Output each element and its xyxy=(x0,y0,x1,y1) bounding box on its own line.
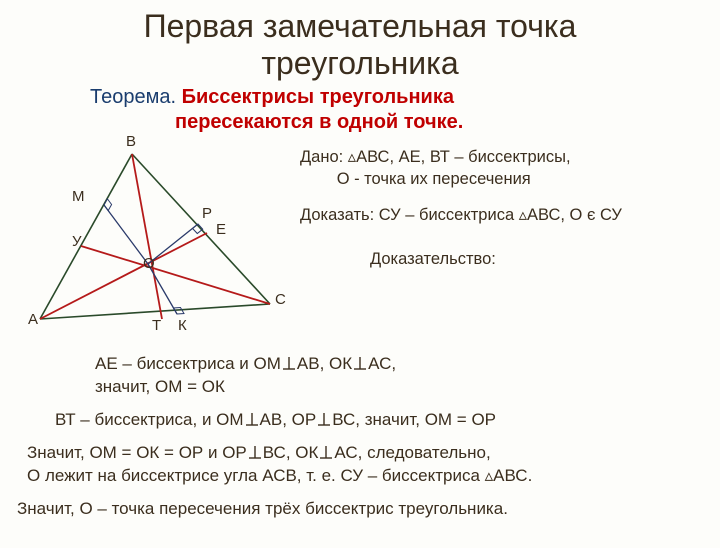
theorem-body-1: Биссектрисы треугольника xyxy=(182,86,454,108)
triangle-diagram: А В С О ЕР ТК М У xyxy=(20,134,290,334)
svg-text:А: А xyxy=(28,311,38,328)
svg-text:У: У xyxy=(72,233,82,250)
title-line-2: треугольника xyxy=(261,45,458,81)
svg-text:Р: Р xyxy=(202,205,212,222)
perp-icon xyxy=(281,355,297,371)
perp-icon xyxy=(247,444,263,460)
prove-text: Доказать: СУ – биссектриса ▵АВС, О є СУ xyxy=(300,204,710,226)
svg-text:К: К xyxy=(178,317,187,334)
perp-icon xyxy=(316,411,332,427)
given-prove-block: Дано: ▵АВС, АЕ, ВТ – биссектрисы, О - то… xyxy=(300,146,710,271)
proof-label: Доказательство: xyxy=(370,248,710,270)
proof-line-3: Значит, ОМ = ОК = ОР и ОРВС, ОКАС, следо… xyxy=(27,442,695,488)
perp-icon xyxy=(318,444,334,460)
given-text: Дано: ▵АВС, АЕ, ВТ – биссектрисы, О - то… xyxy=(300,146,710,191)
proof-line-2: ВТ – биссектриса, и ОМАВ, ОРВС, значит, … xyxy=(55,409,695,432)
theorem-body-2: пересекаются в одной точке. xyxy=(175,111,720,134)
title-line-1: Первая замечательная точка xyxy=(144,8,577,44)
svg-text:С: С xyxy=(275,291,286,308)
svg-text:М: М xyxy=(72,188,85,205)
svg-text:О: О xyxy=(143,255,155,272)
theorem-label: Теорема. xyxy=(90,86,176,108)
svg-text:Е: Е xyxy=(216,221,226,238)
proof-line-1: АЕ – биссектриса и ОМАВ, ОКАС, значит, О… xyxy=(95,353,695,399)
perp-icon xyxy=(352,355,368,371)
proof-body: АЕ – биссектриса и ОМАВ, ОКАС, значит, О… xyxy=(55,353,695,531)
svg-text:В: В xyxy=(126,134,136,150)
proof-line-4: Значит, О – точка пересечения трёх биссе… xyxy=(17,498,695,521)
svg-text:Т: Т xyxy=(152,317,161,334)
theorem-line: Теорема. Биссектрисы треугольника xyxy=(90,86,720,109)
perp-icon xyxy=(244,411,260,427)
page-title: Первая замечательная точка треугольника xyxy=(0,8,720,82)
